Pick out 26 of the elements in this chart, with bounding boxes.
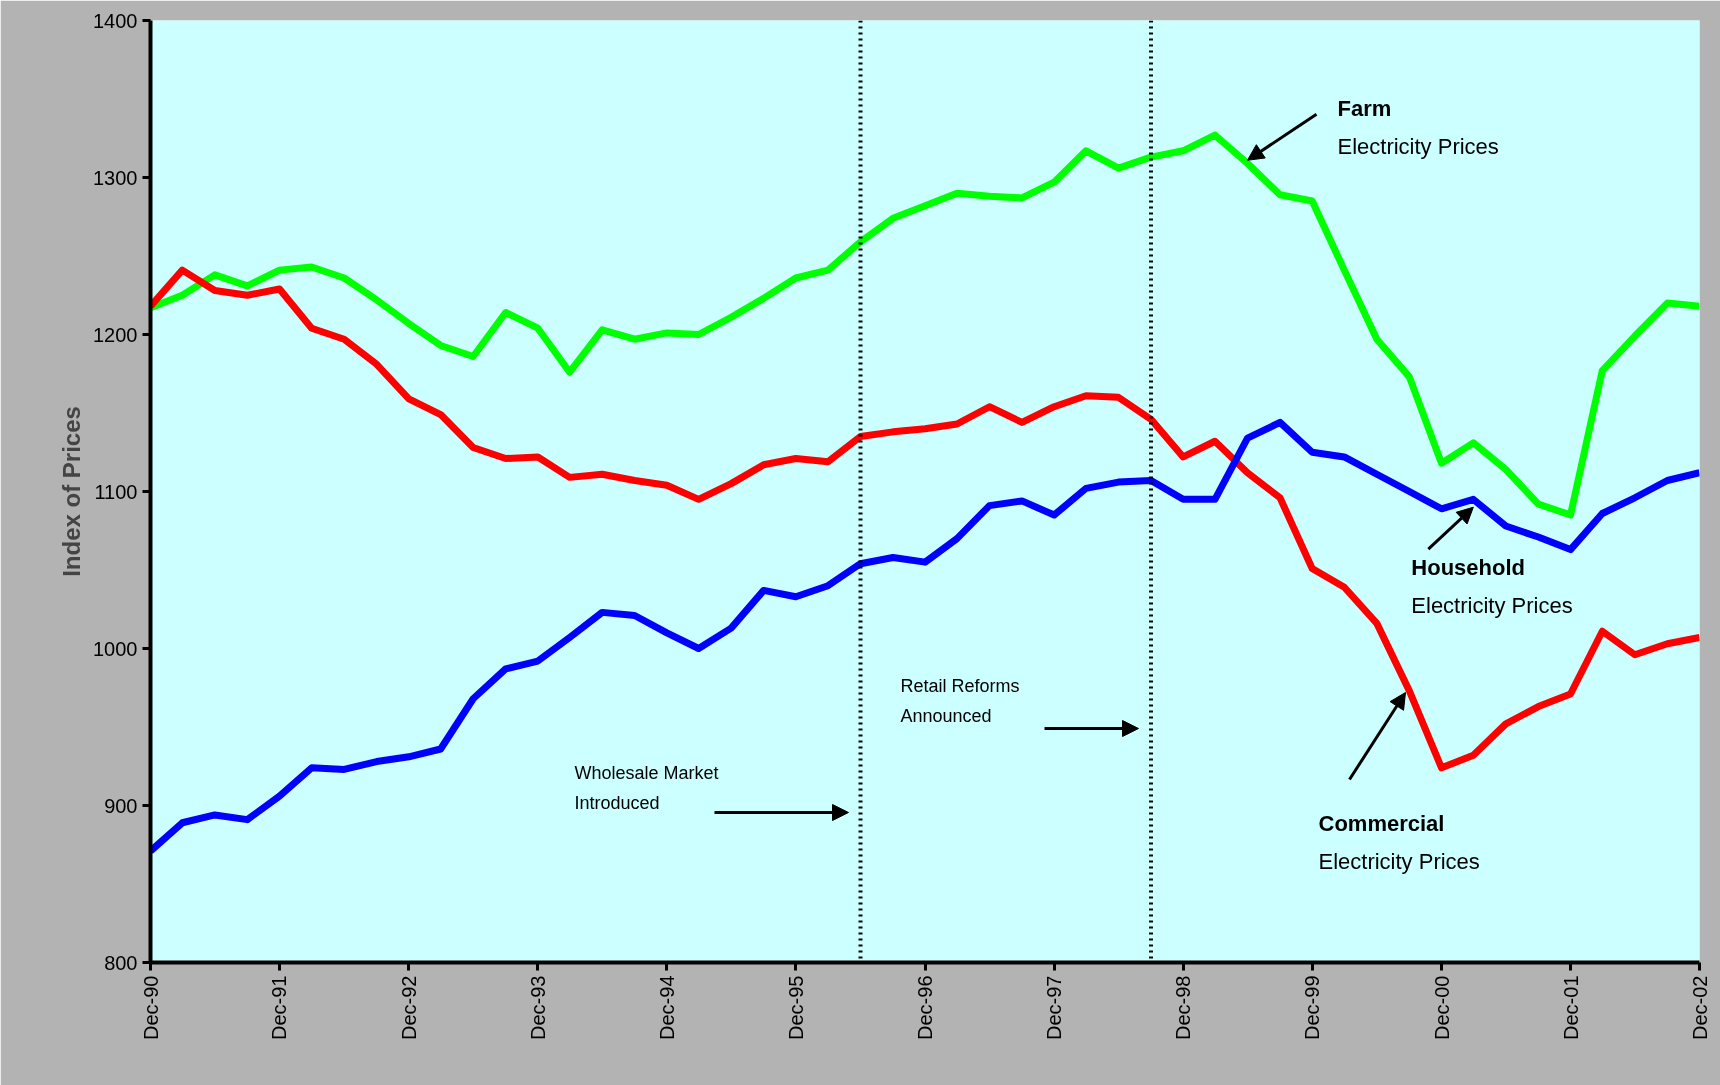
y-tick-label: 1100 [94, 480, 138, 503]
y-tick-label: 800 [104, 951, 138, 974]
x-tick-label: Dec-00 [1430, 975, 1453, 1040]
y-tick-label: 900 [104, 794, 138, 817]
x-tick-label: Dec-91 [268, 975, 291, 1040]
x-tick-label: Dec-95 [784, 975, 807, 1040]
y-tick-label: 1300 [93, 166, 138, 189]
annotation: Household Electricity Prices [1411, 555, 1573, 619]
annotation: Commercial Electricity Prices [1318, 810, 1480, 874]
x-tick-label: Dec-90 [139, 975, 162, 1040]
x-tick-label: Dec-93 [526, 975, 549, 1040]
x-tick-label: Dec-96 [914, 975, 937, 1040]
y-tick-label: 1200 [93, 323, 138, 346]
annotation: Wholesale Market Introduced [574, 762, 719, 813]
y-tick-label: 1000 [93, 637, 138, 660]
y-axis-title: Index of Prices [58, 406, 86, 577]
y-tick-label: 1400 [93, 9, 138, 32]
x-tick-label: Dec-92 [397, 975, 420, 1040]
annotation: Farm Electricity Prices [1337, 96, 1499, 160]
x-tick-label: Dec-01 [1559, 975, 1582, 1040]
annotation: Retail Reforms Announced [900, 675, 1020, 726]
x-tick-label: Dec-98 [1172, 975, 1195, 1040]
x-tick-label: Dec-99 [1301, 975, 1324, 1040]
x-tick-label: Dec-02 [1688, 975, 1711, 1040]
x-tick-label: Dec-94 [655, 975, 678, 1040]
x-tick-label: Dec-97 [1043, 975, 1066, 1040]
